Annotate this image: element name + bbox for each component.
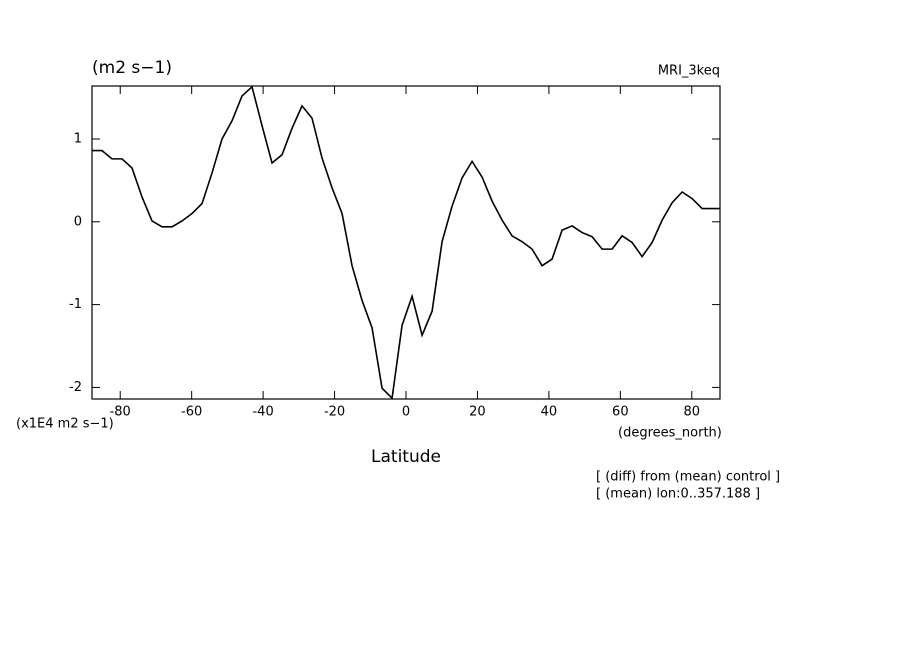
annotation: [ (mean) lon:0..357.188 ] <box>596 487 760 502</box>
y-tick-label: 1 <box>74 131 82 146</box>
x-unit-label: (degrees_north) <box>618 426 722 441</box>
plot-frame <box>91 85 721 400</box>
data-line <box>92 85 720 400</box>
chart-title: (m2 s−1) <box>92 58 172 78</box>
y-tick-label: 0 <box>74 214 82 229</box>
y-tick-label: -2 <box>69 380 82 395</box>
x-tick-label: 60 <box>612 405 629 420</box>
x-tick-label: 0 <box>402 405 410 420</box>
x-tick-label: -80 <box>110 405 131 420</box>
x-tick-label: 80 <box>684 405 701 420</box>
x-tick-label: -40 <box>252 405 273 420</box>
x-tick-label: 20 <box>469 405 486 420</box>
x-tick-label: -20 <box>324 405 345 420</box>
y-unit-label: (x1E4 m2 s−1) <box>16 417 114 432</box>
annotation: [ (diff) from (mean) control ] <box>596 470 780 485</box>
x-axis-label: Latitude <box>371 447 441 467</box>
y-tick-label: -1 <box>69 297 82 312</box>
chart-subtitle: MRI_3keq <box>658 64 720 79</box>
x-tick-label: 40 <box>541 405 558 420</box>
x-tick-label: -60 <box>181 405 202 420</box>
